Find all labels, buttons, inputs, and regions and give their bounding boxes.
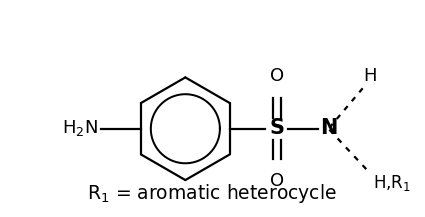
Text: H,R$_1$: H,R$_1$ xyxy=(373,173,411,193)
Text: O: O xyxy=(270,67,284,85)
Text: S: S xyxy=(270,118,285,138)
Text: N: N xyxy=(320,118,337,138)
Text: O: O xyxy=(270,172,284,190)
Text: R$_1$ = aromatic heterocycle: R$_1$ = aromatic heterocycle xyxy=(87,182,337,205)
Text: H: H xyxy=(363,67,377,85)
Text: H$_2$N: H$_2$N xyxy=(62,118,97,138)
